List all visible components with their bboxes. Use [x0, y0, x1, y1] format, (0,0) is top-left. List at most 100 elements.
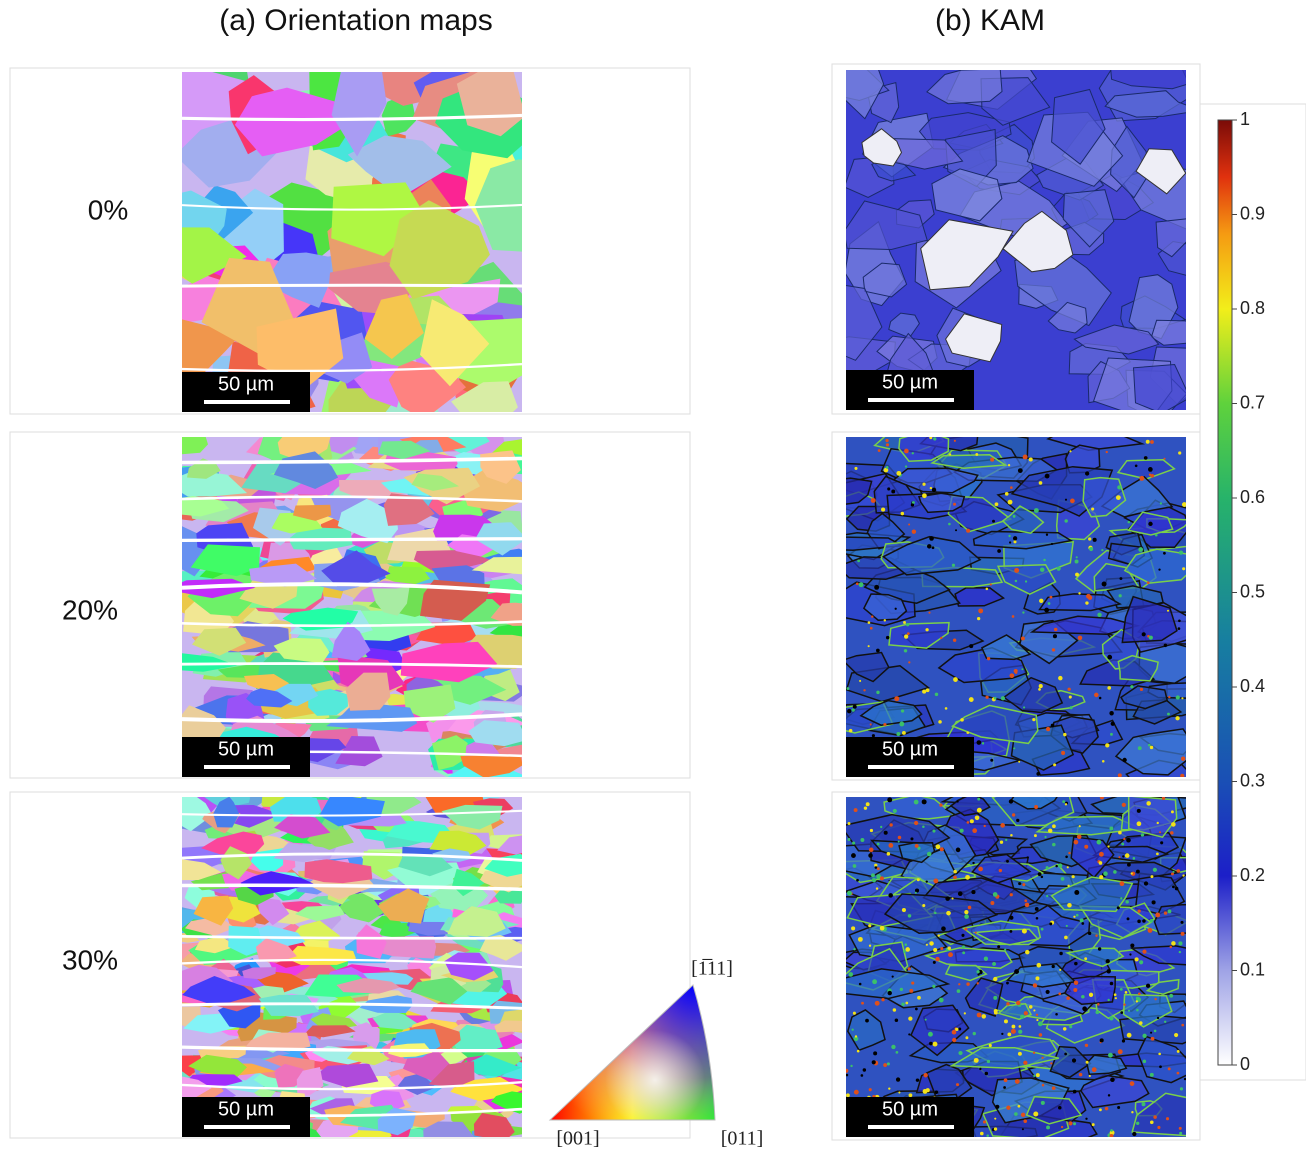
- spot: [1099, 875, 1104, 880]
- kam-map: [846, 70, 1186, 410]
- spot: [883, 722, 887, 727]
- spot: [1073, 980, 1079, 985]
- spot: [876, 867, 880, 871]
- spot: [1105, 450, 1108, 454]
- grain: [188, 1054, 247, 1078]
- grain: [954, 587, 1006, 607]
- spot: [997, 549, 1001, 553]
- colorbar-tick-label: 0.8: [1240, 298, 1265, 318]
- spot: [1109, 981, 1114, 986]
- grain: [193, 895, 234, 926]
- spot: [908, 1033, 911, 1036]
- grain: [337, 498, 398, 544]
- spot: [1135, 1000, 1139, 1003]
- spot: [1068, 851, 1071, 855]
- spot: [986, 1134, 990, 1137]
- spot: [1163, 1020, 1167, 1023]
- spot: [1034, 907, 1039, 911]
- grain: [1001, 505, 1045, 535]
- spot: [1179, 1131, 1183, 1135]
- spot: [1065, 855, 1068, 859]
- spot: [1058, 992, 1062, 996]
- spot: [897, 835, 902, 840]
- spot: [1098, 851, 1104, 857]
- spot: [1069, 450, 1072, 453]
- spot: [1078, 1072, 1083, 1077]
- spot: [1082, 1006, 1087, 1012]
- grain: [184, 884, 216, 912]
- grain: [991, 797, 1075, 827]
- spot: [901, 1002, 905, 1007]
- colorbar-tick-label: 0.9: [1240, 203, 1265, 223]
- grain: [1104, 90, 1186, 118]
- spot: [1036, 772, 1041, 776]
- spot: [960, 718, 964, 722]
- spot: [1141, 1102, 1146, 1107]
- row-label: 0%: [88, 194, 128, 225]
- spot: [869, 723, 872, 726]
- spot: [851, 708, 855, 712]
- grain: [257, 897, 290, 926]
- scale-bar-label: 50 µm: [218, 373, 274, 395]
- spot: [1062, 800, 1066, 804]
- spot: [1118, 856, 1121, 859]
- grain: [1050, 876, 1134, 913]
- spot: [871, 1060, 876, 1065]
- spot: [1007, 1032, 1012, 1037]
- grain: [425, 797, 484, 813]
- spot: [1048, 828, 1053, 833]
- spot: [1038, 481, 1043, 485]
- spot: [865, 1018, 869, 1023]
- grain: [378, 440, 431, 460]
- spot: [858, 982, 862, 986]
- spot: [922, 689, 927, 694]
- ipf-label: [1̅11]: [691, 958, 733, 980]
- spot: [1148, 635, 1153, 640]
- spot: [1107, 686, 1112, 690]
- spot: [1097, 1003, 1100, 1006]
- spot: [1169, 993, 1174, 998]
- grain: [1025, 1095, 1083, 1125]
- spot: [1050, 1062, 1053, 1065]
- spot: [916, 878, 920, 882]
- spot: [903, 950, 906, 953]
- spot: [892, 808, 897, 813]
- ipf-key: [001] [011] [1̅11]: [548, 958, 763, 1150]
- crack: [182, 958, 522, 969]
- spot: [1137, 919, 1141, 924]
- spot: [1117, 485, 1122, 490]
- spot: [1074, 889, 1080, 895]
- spot: [932, 829, 936, 833]
- spot: [940, 947, 944, 951]
- spot: [962, 951, 966, 955]
- spot: [1045, 533, 1049, 536]
- spot: [1084, 1043, 1089, 1048]
- spot: [1085, 471, 1090, 476]
- spot: [885, 443, 890, 447]
- spot: [877, 449, 881, 452]
- spot: [853, 1036, 859, 1042]
- spot: [1127, 520, 1131, 524]
- spot: [863, 689, 866, 692]
- spot: [1118, 594, 1122, 598]
- spot: [1091, 1123, 1095, 1127]
- spot: [925, 628, 929, 632]
- grain: [1145, 978, 1180, 995]
- grain: [182, 859, 222, 881]
- spot: [1178, 451, 1182, 455]
- grain: [228, 925, 265, 956]
- spot: [1001, 1032, 1004, 1036]
- spot: [1113, 870, 1117, 874]
- spot: [977, 797, 981, 801]
- spot: [852, 704, 857, 709]
- spot: [972, 828, 978, 834]
- untransformed-grain: [861, 128, 903, 167]
- grain: [273, 637, 330, 664]
- spot: [958, 1027, 962, 1031]
- spot: [1152, 867, 1157, 872]
- grain: [336, 978, 401, 994]
- spot: [1124, 991, 1128, 994]
- spot: [1121, 802, 1126, 808]
- spot: [1035, 1013, 1039, 1016]
- spot: [1171, 822, 1176, 827]
